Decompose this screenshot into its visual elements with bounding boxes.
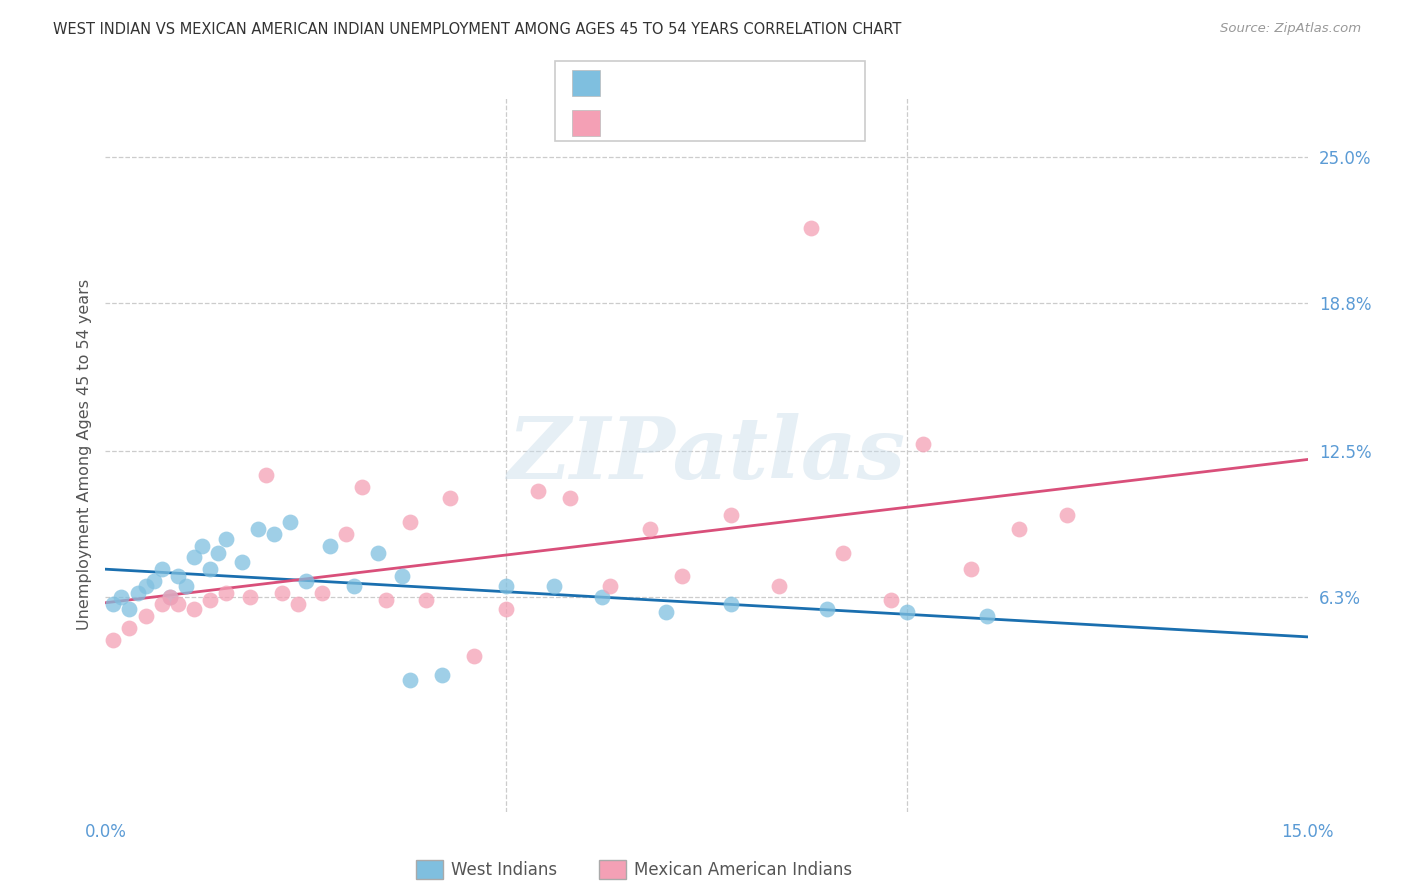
Point	[800, 220, 823, 235]
Point	[831, 546, 853, 560]
Point	[976, 609, 998, 624]
Point	[374, 592, 398, 607]
Point	[135, 609, 157, 624]
Point	[463, 649, 485, 664]
Point	[190, 539, 212, 553]
Point	[960, 562, 983, 576]
Point	[110, 591, 132, 605]
Text: 34: 34	[752, 74, 776, 92]
Point	[142, 574, 165, 588]
Point	[198, 562, 221, 576]
Point	[350, 480, 373, 494]
Text: ZIPatlas: ZIPatlas	[508, 413, 905, 497]
Text: R =: R =	[614, 114, 655, 132]
Point	[103, 598, 125, 612]
Point	[127, 585, 149, 599]
Point	[439, 491, 461, 506]
Point	[183, 602, 205, 616]
Point	[495, 579, 517, 593]
Legend: West Indians, Mexican American Indians: West Indians, Mexican American Indians	[409, 853, 859, 886]
Point	[254, 467, 277, 482]
Point	[768, 579, 790, 593]
Point	[214, 532, 236, 546]
Point	[214, 585, 236, 599]
Point	[640, 522, 662, 536]
Point	[335, 526, 357, 541]
Point	[655, 605, 678, 619]
Text: Source: ZipAtlas.com: Source: ZipAtlas.com	[1220, 22, 1361, 36]
Y-axis label: Unemployment Among Ages 45 to 54 years: Unemployment Among Ages 45 to 54 years	[76, 279, 91, 631]
Point	[246, 522, 269, 536]
Point	[174, 579, 197, 593]
Point	[166, 598, 188, 612]
Text: N =: N =	[720, 114, 756, 132]
Point	[543, 579, 565, 593]
Text: 0.581: 0.581	[645, 114, 697, 132]
Point	[599, 579, 621, 593]
Point	[118, 602, 141, 616]
Point	[278, 515, 301, 529]
Point	[295, 574, 318, 588]
Point	[399, 515, 422, 529]
Point	[311, 585, 333, 599]
Point	[319, 539, 342, 553]
Text: 36: 36	[752, 114, 775, 132]
Text: N =: N =	[720, 74, 756, 92]
Point	[270, 585, 292, 599]
Point	[391, 569, 413, 583]
Point	[159, 591, 181, 605]
Point	[198, 592, 221, 607]
Point	[263, 526, 285, 541]
Point	[880, 592, 903, 607]
Point	[367, 546, 389, 560]
Point	[399, 673, 422, 687]
Point	[159, 591, 181, 605]
Point	[118, 621, 141, 635]
Point	[135, 579, 157, 593]
Point	[1056, 508, 1078, 522]
Point	[911, 437, 934, 451]
Text: WEST INDIAN VS MEXICAN AMERICAN INDIAN UNEMPLOYMENT AMONG AGES 45 TO 54 YEARS CO: WEST INDIAN VS MEXICAN AMERICAN INDIAN U…	[53, 22, 901, 37]
Point	[207, 546, 229, 560]
Point	[591, 591, 613, 605]
Text: R =: R =	[614, 74, 651, 92]
Point	[671, 569, 693, 583]
Point	[815, 602, 838, 616]
Point	[720, 598, 742, 612]
Point	[150, 562, 173, 576]
Point	[415, 592, 437, 607]
Point	[560, 491, 582, 506]
Point	[183, 550, 205, 565]
Point	[150, 598, 173, 612]
Point	[720, 508, 742, 522]
Point	[166, 569, 188, 583]
Point	[1008, 522, 1031, 536]
Point	[896, 605, 918, 619]
Point	[103, 632, 125, 647]
Point	[430, 668, 453, 682]
Point	[343, 579, 366, 593]
Point	[527, 484, 550, 499]
Point	[287, 598, 309, 612]
Point	[239, 591, 262, 605]
Text: -0.147: -0.147	[645, 74, 704, 92]
Point	[231, 555, 253, 569]
Point	[495, 602, 517, 616]
